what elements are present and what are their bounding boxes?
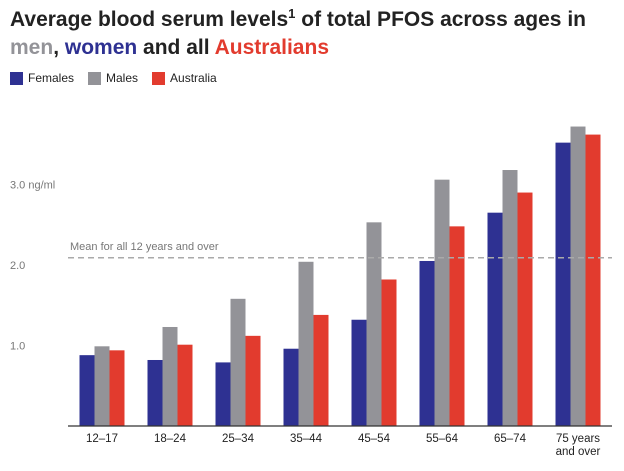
- legend-swatch-australia: [152, 71, 166, 85]
- bar-males-4: [366, 222, 382, 426]
- title-comma: ,: [53, 36, 65, 59]
- title-and-all: and all: [137, 36, 215, 59]
- x-tick-label: 55–64: [426, 433, 459, 445]
- bar-females-0: [79, 355, 95, 426]
- bar-males-1: [162, 326, 178, 426]
- legend: Females Males Australia: [10, 71, 217, 85]
- x-tick-label: 12–17: [86, 433, 118, 445]
- x-tick-label: 45–54: [358, 433, 391, 445]
- bar-females-1: [147, 359, 163, 426]
- bar-males-7: [570, 126, 586, 426]
- x-tick-label: and over: [556, 446, 601, 458]
- legend-label-males: Males: [106, 71, 139, 85]
- bar-females-7: [555, 142, 571, 426]
- bar-australia-7: [585, 134, 601, 426]
- bar-females-5: [419, 260, 435, 426]
- bar-males-6: [502, 170, 518, 426]
- title-men: men: [10, 36, 54, 59]
- bar-females-4: [351, 319, 367, 426]
- x-tick-label: 18–24: [154, 433, 187, 445]
- legend-item-australia: Australia: [152, 71, 217, 85]
- chart-title: Average blood serum levels1 of total PFO…: [10, 6, 614, 62]
- footnote-marker: 1: [288, 6, 296, 21]
- legend-item-males: Males: [88, 71, 138, 85]
- bar-australia-6: [517, 192, 533, 426]
- bar-males-2: [230, 298, 246, 426]
- bar-australia-5: [449, 226, 465, 426]
- title-women: women: [64, 36, 138, 59]
- x-tick-label: 35–44: [290, 433, 323, 445]
- x-tick-label: 75 years: [556, 433, 600, 445]
- legend-item-females: Females: [10, 71, 74, 85]
- bar-males-5: [434, 179, 450, 426]
- bar-australia-3: [313, 314, 329, 426]
- bar-australia-2: [245, 335, 261, 426]
- title-text-cont: of total PFOS across ages in: [295, 8, 586, 31]
- bar-males-0: [94, 346, 110, 426]
- bar-females-3: [283, 348, 299, 426]
- x-tick-label: 25–34: [222, 433, 255, 445]
- bar-australia-4: [381, 279, 397, 426]
- legend-swatch-males: [88, 71, 102, 85]
- title-text: Average blood serum levels: [10, 8, 289, 31]
- y-tick-label: 3.0 ng/ml: [10, 180, 55, 192]
- legend-label-australia: Australia: [170, 71, 217, 85]
- bar-australia-1: [177, 344, 193, 426]
- bar-females-2: [215, 362, 231, 426]
- bar-australia-0: [109, 350, 125, 426]
- bar-females-6: [487, 212, 503, 426]
- title-australians: Australians: [214, 36, 329, 59]
- mean-reference-label: Mean for all 12 years and over: [70, 241, 219, 253]
- bar-males-3: [298, 261, 314, 426]
- y-tick-label: 2.0: [10, 260, 25, 272]
- legend-label-females: Females: [28, 71, 75, 85]
- y-tick-label: 1.0: [10, 341, 25, 353]
- x-tick-label: 65–74: [494, 433, 527, 445]
- legend-swatch-females: [10, 71, 23, 85]
